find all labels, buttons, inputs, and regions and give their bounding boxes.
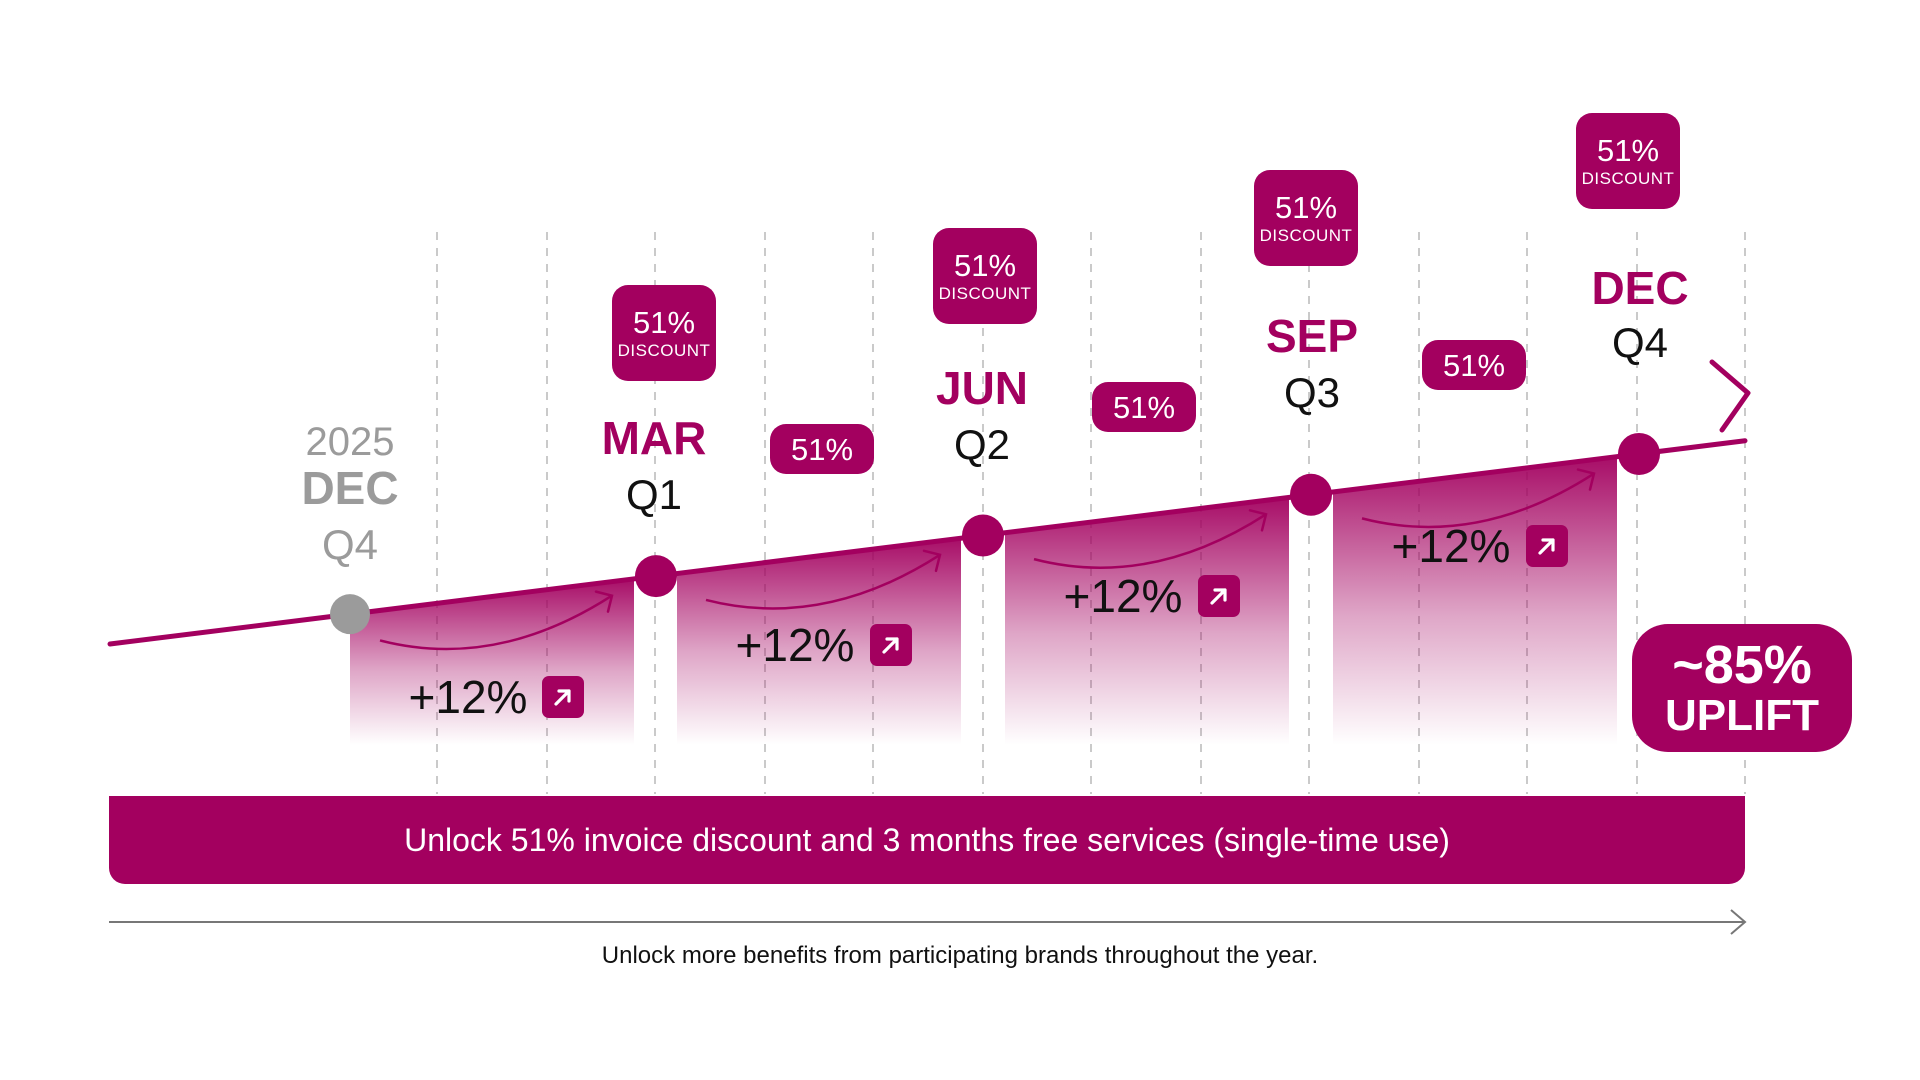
gain-curve-arrow [705,553,941,610]
arrow-up-right-icon [542,676,584,718]
milestone-month-label: SEP [1265,310,1359,362]
segment-gain-label: +12% [1391,520,1511,572]
discount-badge: 51% DISCOUNT [933,228,1037,324]
uplift-badge: ~85% UPLIFT [1632,624,1852,752]
mid-discount-badge-value: 51% [1112,389,1176,425]
gain-curve-arrowhead [1248,509,1268,532]
discount-badge-value: 51% [1596,133,1660,168]
arrow-up-right-icon [1198,575,1240,617]
trend-arrowhead [1709,359,1751,433]
mid-discount-badge: 51% [1422,340,1526,390]
gain-curve-arrow [1033,513,1267,569]
milestone-quarter-label: Q1 [625,471,683,518]
discount-badge-value: 51% [953,248,1017,283]
start-node [330,594,370,635]
milestone-month-label: DEC [1591,262,1689,314]
bottom-arrowhead [1730,909,1747,935]
benefit-banner: Unlock 51% invoice discount and 3 months… [109,796,1745,884]
milestone-node [635,555,677,598]
milestone-month-label: MAR [601,412,707,464]
segment-gain-label: +12% [735,619,855,671]
milestone-quarter-label: Q3 [1283,369,1341,416]
milestone-quarter-label: Q2 [953,421,1011,468]
milestone-month-label: JUN [935,362,1029,414]
start-month-label: DEC [301,462,399,514]
uplift-label: UPLIFT [1665,691,1819,741]
gain-curve-arrowhead [922,549,942,573]
segment-gain-label: +12% [408,671,528,723]
uplift-value: ~85% [1672,634,1812,695]
discount-badge-value: 51% [1274,190,1338,225]
mid-discount-badge-value: 51% [790,431,854,467]
discount-badge-label: DISCOUNT [617,341,711,360]
milestone-quarter-label: Q4 [1611,319,1669,366]
milestone-node [962,514,1004,557]
start-year-label: 2025 [305,420,395,464]
milestone-node [1290,473,1332,516]
segment-shading [1333,456,1617,745]
gain-curve-arrowhead [594,590,614,613]
trend-line [107,438,1748,647]
discount-badge-label: DISCOUNT [938,284,1032,303]
arrow-up-right-icon [870,624,912,666]
footer-note: Unlock more benefits from participating … [601,942,1319,969]
mid-discount-badge: 51% [770,424,874,474]
segment-gain-label: +12% [1063,570,1183,622]
segment-shading [677,538,961,745]
discount-badge: 51% DISCOUNT [1576,113,1680,209]
start-quarter-label: Q4 [321,521,379,568]
gain-curve-arrow [379,594,613,651]
discount-badge: 51% DISCOUNT [1254,170,1358,266]
gain-curve-arrow [1361,472,1595,529]
mid-discount-badge: 51% [1092,382,1196,432]
discount-badge-value: 51% [632,305,696,340]
milestone-node [1618,432,1660,475]
arrow-up-right-icon [1526,525,1568,567]
discount-badge-label: DISCOUNT [1581,169,1675,188]
segment-shading [1005,497,1289,745]
discount-badge: 51% DISCOUNT [612,285,716,381]
discount-badge-label: DISCOUNT [1259,226,1353,245]
mid-discount-badge-value: 51% [1442,347,1506,383]
gain-curve-arrowhead [1576,468,1596,491]
